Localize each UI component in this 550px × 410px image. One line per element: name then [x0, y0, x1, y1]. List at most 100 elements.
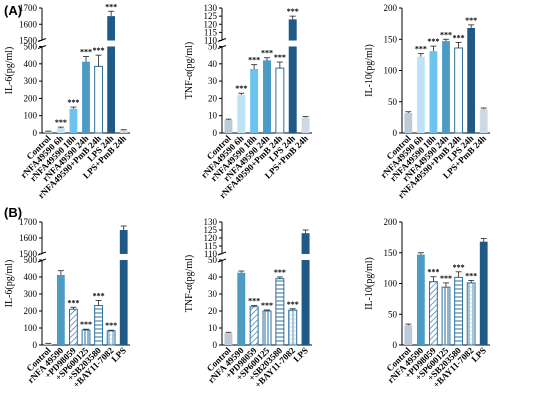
y-axis-label: IL-6(pg/ml) [4, 47, 15, 95]
bar [262, 310, 272, 346]
y-axis-label: TNF-α(pg/ml) [184, 255, 195, 312]
bar [44, 343, 53, 345]
y-tick-label: 150 [384, 248, 398, 258]
x-tick-label: LPS [109, 345, 128, 364]
y-tick-label: 115 [204, 241, 218, 251]
y-tick-label: 30 [208, 76, 218, 86]
y-axis-label: IL-10(pg/ml) [364, 257, 375, 310]
y-tick-label: 50 [208, 255, 218, 265]
bar [94, 65, 103, 134]
significance-mark: *** [415, 45, 427, 54]
y-tick-label: 30 [208, 289, 218, 299]
bar [275, 278, 285, 346]
y-tick-label: 500 [24, 42, 38, 52]
significance-mark: *** [465, 16, 477, 25]
significance-mark: *** [287, 7, 299, 16]
bar [56, 274, 65, 345]
significance-mark: *** [80, 320, 92, 329]
y-tick-label: 0 [393, 340, 398, 350]
y-tick-label: 110 [204, 249, 218, 259]
significance-mark: *** [93, 46, 105, 55]
significance-mark: *** [274, 53, 286, 62]
bar [441, 286, 451, 346]
bar [467, 28, 476, 133]
y-tick-label: 50 [388, 309, 398, 319]
y-tick-label: 125 [204, 11, 218, 21]
y-tick-label: 120 [204, 233, 218, 243]
significance-mark: *** [235, 84, 247, 93]
bar [224, 333, 233, 345]
bar [106, 330, 116, 346]
bar [416, 254, 425, 345]
y-tick-label: 130 [204, 217, 218, 227]
y-tick-label: 100 [24, 111, 38, 121]
chart-A-IL10: 050100150200IL-10(pg/ml)Control***rNFA49… [364, 3, 490, 200]
y-tick-label: 500 [24, 255, 38, 265]
bar [479, 109, 488, 133]
significance-mark: *** [440, 30, 452, 39]
chart-A-IL6: 0100200300400500150016001700IL-6(pg/ml)C… [4, 2, 130, 200]
y-tick-label: 1700 [19, 217, 38, 227]
bar [404, 113, 413, 133]
significance-mark: *** [287, 300, 299, 309]
bar [249, 306, 259, 346]
bar [301, 117, 310, 133]
y-tick-label: 150 [384, 34, 398, 44]
y-tick-label: 300 [24, 76, 38, 86]
bar [107, 16, 116, 41]
bar [454, 47, 463, 134]
y-tick-label: 200 [24, 93, 38, 103]
y-tick-label: 20 [208, 306, 218, 316]
y-tick-label: 0 [33, 128, 38, 138]
y-tick-label: 0 [213, 340, 218, 350]
significance-mark: *** [67, 298, 79, 307]
y-tick-label: 10 [208, 323, 218, 333]
bar [119, 259, 128, 345]
bar [288, 309, 298, 346]
bar [107, 46, 116, 133]
bar [454, 276, 463, 346]
bar [442, 41, 450, 133]
y-tick-label: 400 [24, 59, 38, 69]
bar [288, 46, 297, 133]
y-axis-label: IL-6(pg/ml) [4, 260, 15, 308]
bar [301, 259, 310, 345]
bar [416, 56, 425, 133]
bar [69, 108, 78, 133]
y-tick-label: 0 [213, 128, 218, 138]
bar [69, 308, 78, 346]
significance-mark: *** [274, 268, 286, 277]
y-tick-label: 50 [208, 42, 218, 52]
y-axis-label: IL-10(pg/ml) [364, 44, 375, 97]
bar [250, 68, 259, 133]
significance-mark: *** [440, 274, 452, 283]
x-tick-label: LPS [469, 345, 488, 364]
bar [404, 325, 413, 345]
bar [94, 305, 103, 346]
bar [56, 128, 65, 133]
significance-mark: *** [93, 291, 105, 300]
y-tick-label: 125 [204, 225, 218, 235]
y-tick-label: 115 [204, 27, 218, 37]
significance-mark: *** [55, 118, 67, 127]
y-tick-label: 10 [208, 111, 218, 121]
significance-mark: *** [248, 56, 260, 65]
y-tick-label: 100 [384, 279, 398, 289]
bar [81, 329, 91, 346]
y-tick-label: 120 [204, 19, 218, 29]
y-tick-label: 130 [204, 3, 218, 13]
significance-mark: *** [465, 271, 477, 280]
bar [466, 282, 476, 346]
y-tick-label: 40 [208, 272, 218, 282]
y-tick-label: 1500 [19, 36, 38, 46]
y-tick-label: 1500 [19, 249, 38, 259]
bar [82, 61, 90, 133]
bar [429, 281, 438, 346]
significance-mark: *** [105, 321, 117, 330]
y-tick-label: 1600 [19, 233, 38, 243]
significance-mark: *** [248, 297, 260, 306]
chart-A-TNF: 01020304050110115120125130TNF-α(pg/ml)Co… [184, 3, 312, 200]
